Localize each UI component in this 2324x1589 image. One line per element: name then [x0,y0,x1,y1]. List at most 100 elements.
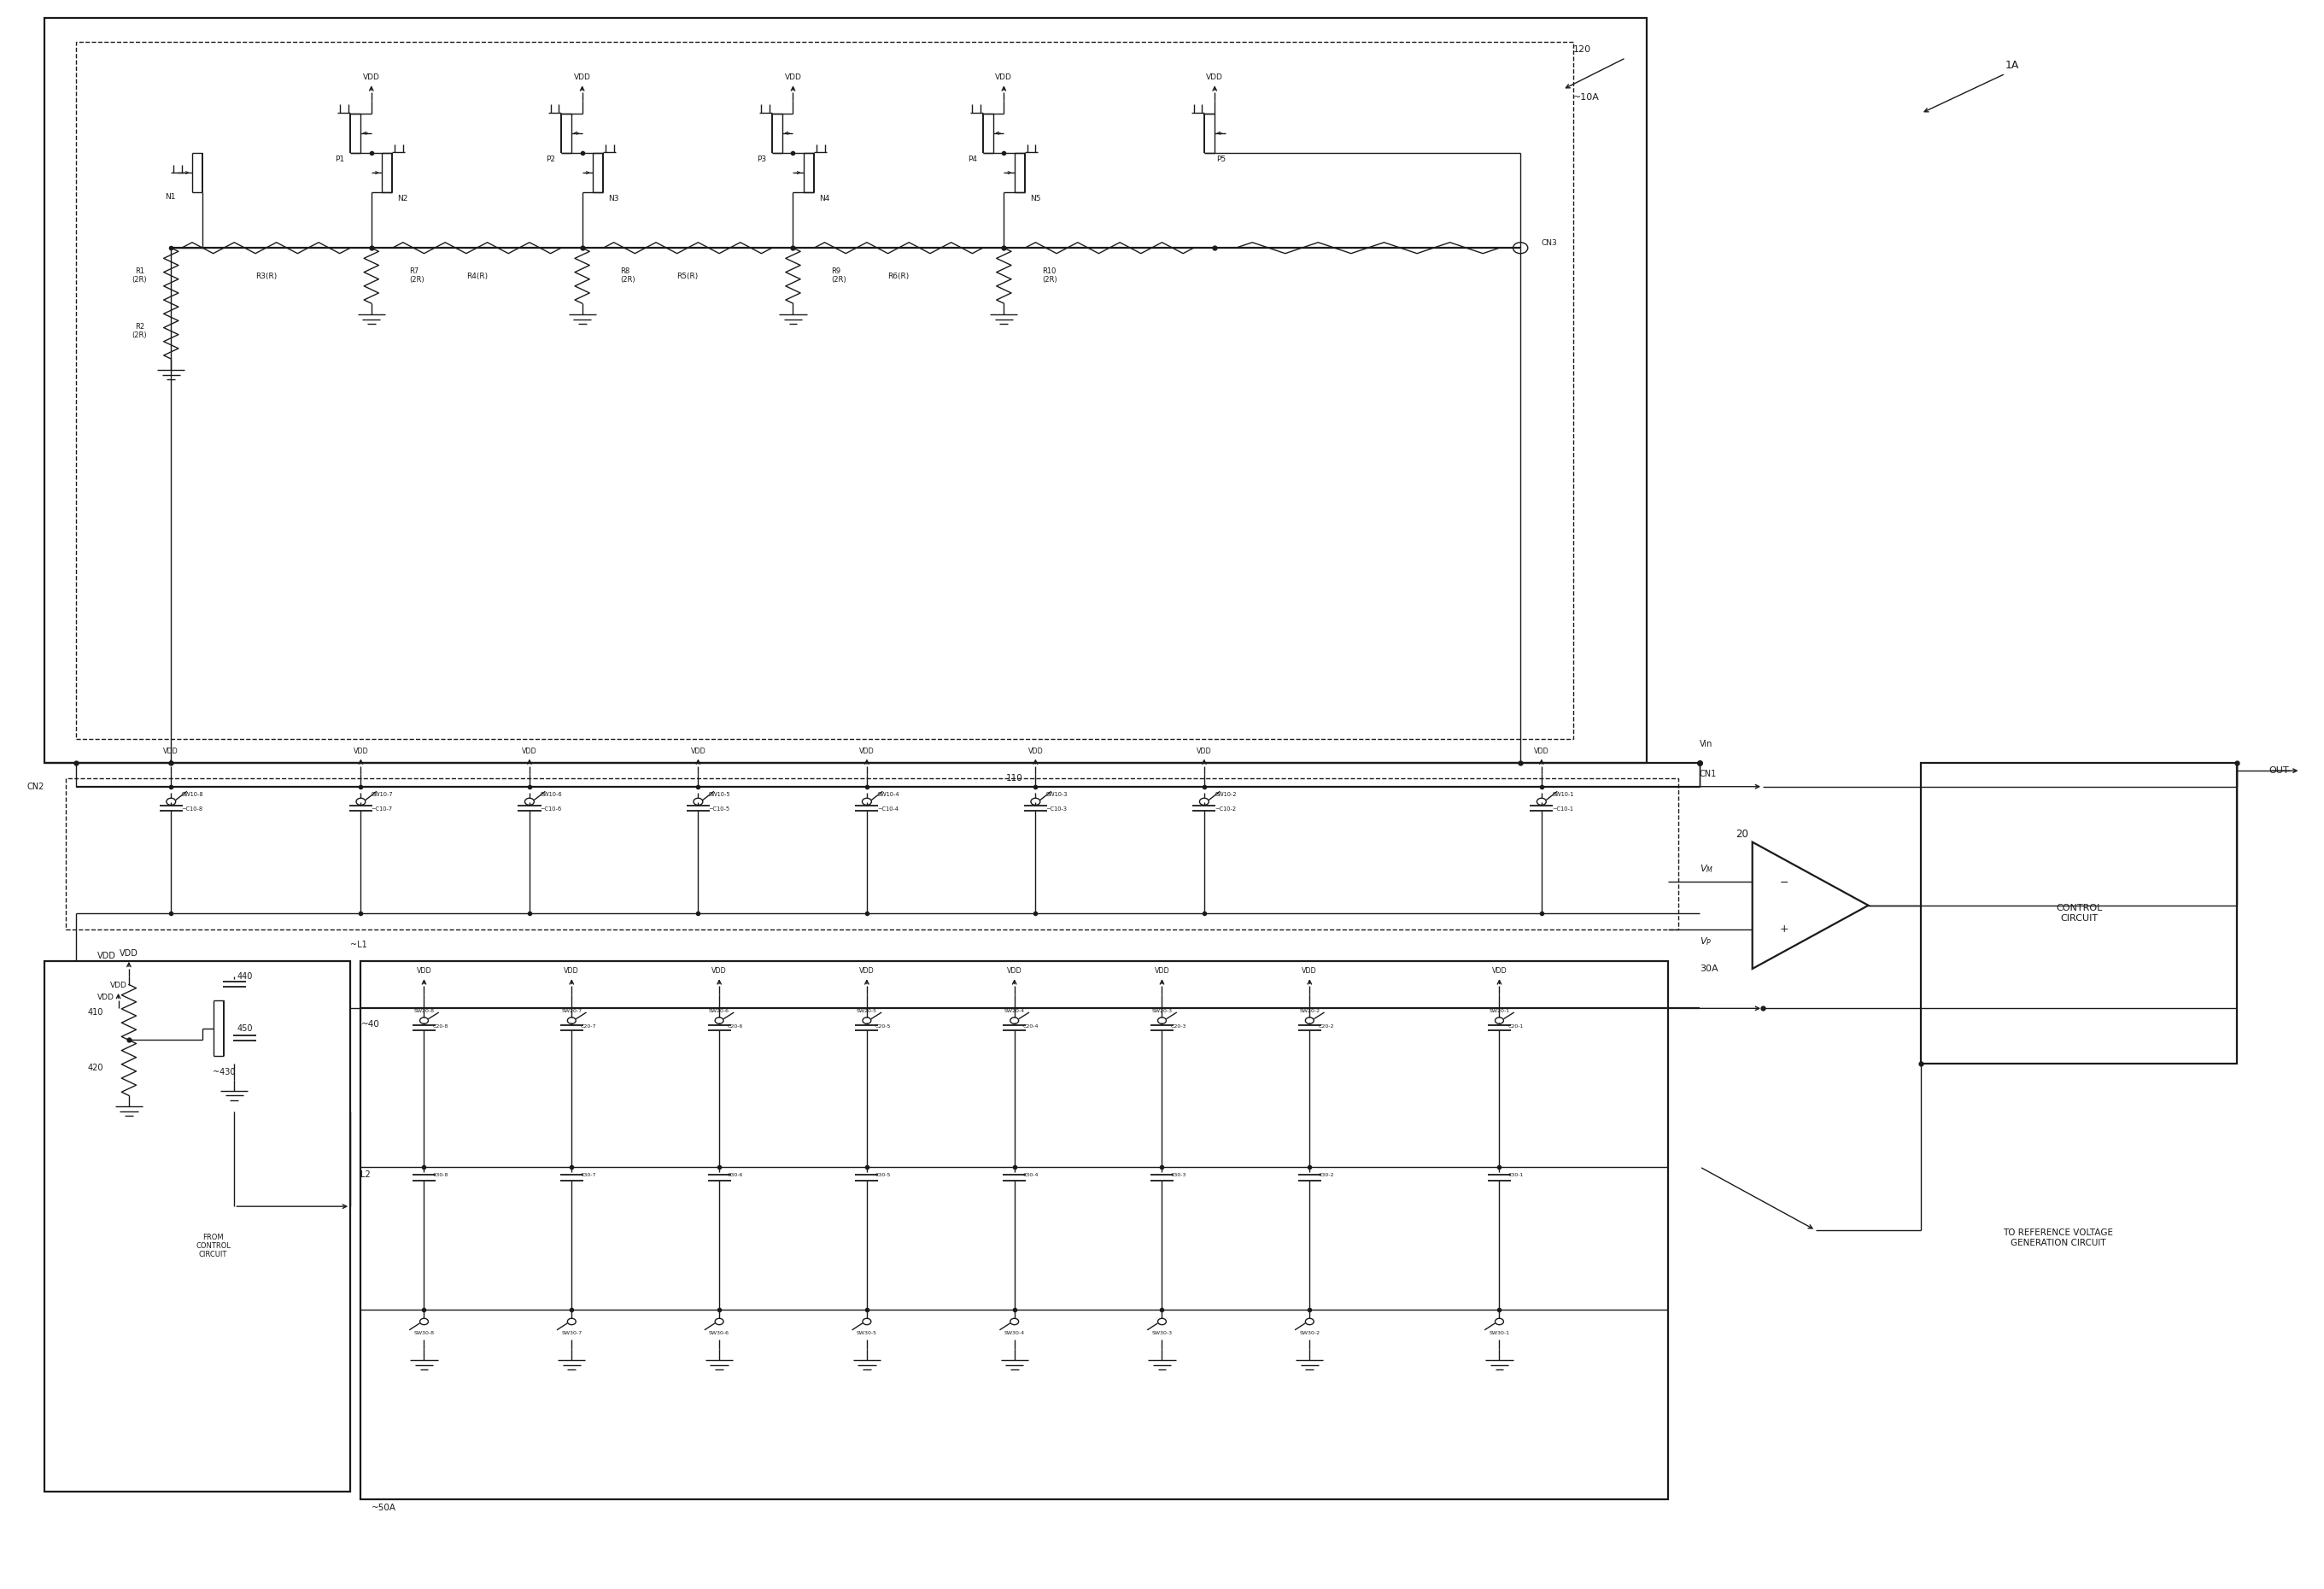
Text: SW10-8: SW10-8 [181,791,205,798]
Text: 440: 440 [237,972,253,980]
Text: SW10-4: SW10-4 [878,791,899,798]
Text: C30-4: C30-4 [1023,1173,1039,1177]
Text: SW20-2: SW20-2 [1299,1009,1320,1012]
Text: VDD: VDD [109,982,128,990]
Text: P1: P1 [335,156,344,164]
Text: SW20-8: SW20-8 [414,1009,435,1012]
Text: VDD: VDD [1206,73,1222,81]
Text: 450: 450 [237,1025,253,1033]
Text: C30-5: C30-5 [876,1173,890,1177]
Text: SW20-7: SW20-7 [562,1009,581,1012]
Text: $-$: $-$ [1780,876,1789,887]
Text: Vin: Vin [1699,739,1713,748]
Text: C20-7: C20-7 [581,1025,595,1028]
Text: R1
(2R): R1 (2R) [132,267,146,284]
Text: SW20-4: SW20-4 [1004,1009,1025,1012]
Text: SW10-5: SW10-5 [709,791,730,798]
Text: ~L1: ~L1 [351,941,367,949]
Bar [44,961,351,1492]
Text: VDD: VDD [574,73,590,81]
Text: ~C10-1: ~C10-1 [1552,806,1573,812]
Text: SW10-1: SW10-1 [1552,791,1573,798]
Text: VDD: VDD [860,968,874,976]
Text: SW10-2: SW10-2 [1215,791,1236,798]
Text: SW30-2: SW30-2 [1299,1332,1320,1335]
Text: VDD: VDD [416,968,432,976]
Text: SW20-6: SW20-6 [709,1009,730,1012]
Text: C20-8: C20-8 [432,1025,449,1028]
Text: VDD: VDD [1155,968,1169,976]
Text: SW30-3: SW30-3 [1153,1332,1171,1335]
Text: 410: 410 [88,1007,105,1017]
Text: L2: L2 [360,1171,372,1179]
Text: SW10-3: SW10-3 [1046,791,1067,798]
Text: $V_P$: $V_P$ [1699,936,1713,947]
Text: C30-8: C30-8 [432,1173,449,1177]
Text: SW30-8: SW30-8 [414,1332,435,1335]
Text: CN2: CN2 [28,782,44,791]
Text: ~C10-2: ~C10-2 [1215,806,1236,812]
Text: N4: N4 [820,195,830,203]
Text: C20-1: C20-1 [1508,1025,1525,1028]
Text: VDD: VDD [1197,747,1211,755]
Text: P5: P5 [1215,156,1225,164]
Text: C20-4: C20-4 [1023,1025,1039,1028]
Bar [1922,763,2238,1063]
Text: R10
(2R): R10 (2R) [1041,267,1057,284]
Text: R7
(2R): R7 (2R) [409,267,425,284]
Text: R2
(2R): R2 (2R) [132,323,146,340]
Text: VDD: VDD [363,73,379,81]
Text: VDD: VDD [353,747,370,755]
Text: VDD: VDD [1027,747,1043,755]
Text: C30-6: C30-6 [727,1173,744,1177]
Text: SW30-1: SW30-1 [1490,1332,1511,1335]
Text: VDD: VDD [119,950,137,958]
Text: SW30-7: SW30-7 [562,1332,581,1335]
Text: R6(R): R6(R) [888,273,909,280]
Text: P3: P3 [758,156,767,164]
Text: P2: P2 [546,156,555,164]
Text: R9
(2R): R9 (2R) [832,267,846,284]
Text: ~40: ~40 [360,1020,379,1028]
Text: VDD: VDD [98,993,114,1001]
Text: CN3: CN3 [1541,240,1557,246]
Text: C30-7: C30-7 [581,1173,595,1177]
Text: ~10A: ~10A [1573,94,1599,102]
Text: ~C10-7: ~C10-7 [372,806,393,812]
Text: ~C10-5: ~C10-5 [709,806,730,812]
Text: C20-5: C20-5 [876,1025,890,1028]
Text: C30-1: C30-1 [1508,1173,1525,1177]
Text: N2: N2 [397,195,409,203]
Text: 420: 420 [88,1063,105,1073]
Bar [360,961,1669,1500]
Text: R3(R): R3(R) [256,273,277,280]
Text: VDD: VDD [786,73,802,81]
Text: VDD: VDD [995,73,1013,81]
Text: R8
(2R): R8 (2R) [621,267,634,284]
Text: VDD: VDD [98,952,116,960]
Text: C20-3: C20-3 [1171,1025,1185,1028]
Text: VDD: VDD [860,747,874,755]
Text: R4(R): R4(R) [467,273,488,280]
Text: N3: N3 [609,195,618,203]
Text: R5(R): R5(R) [676,273,700,280]
Text: $V_M$: $V_M$ [1699,863,1713,876]
Text: TO REFERENCE VOLTAGE
GENERATION CIRCUIT: TO REFERENCE VOLTAGE GENERATION CIRCUIT [2003,1228,2113,1247]
Text: ~C10-8: ~C10-8 [181,806,202,812]
Text: SW30-6: SW30-6 [709,1332,730,1335]
Text: CONTROL
CIRCUIT: CONTROL CIRCUIT [2057,904,2103,923]
Text: VDD: VDD [1534,747,1550,755]
Text: 120: 120 [1573,46,1592,54]
Text: C20-2: C20-2 [1318,1025,1334,1028]
Text: C20-6: C20-6 [727,1025,744,1028]
Text: $+$: $+$ [1780,923,1789,934]
Text: SW10-7: SW10-7 [372,791,393,798]
Text: ~C10-6: ~C10-6 [539,806,562,812]
Text: VDD: VDD [690,747,706,755]
Text: P4: P4 [967,156,976,164]
Text: SW20-3: SW20-3 [1153,1009,1171,1012]
Text: ~C10-4: ~C10-4 [878,806,899,812]
Text: C30-3: C30-3 [1171,1173,1185,1177]
Bar [65,779,1678,930]
Text: 20: 20 [1736,828,1748,839]
